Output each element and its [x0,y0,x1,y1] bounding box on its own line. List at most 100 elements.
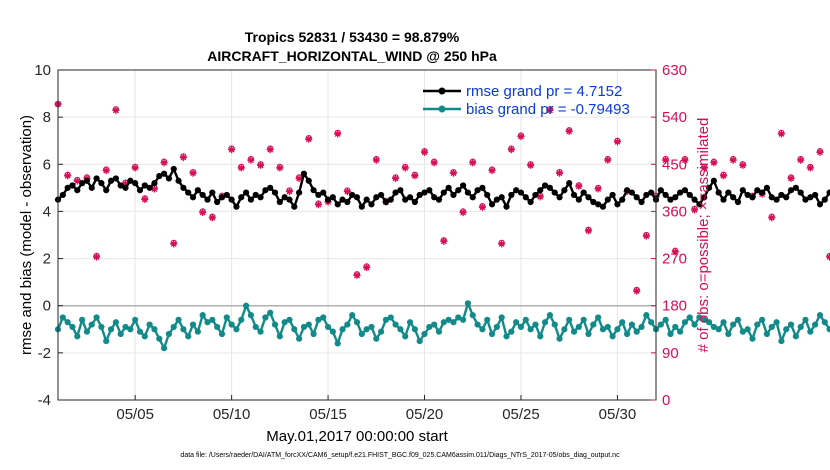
rmse-point [488,201,496,208]
obs-assimilated-marker [555,169,564,177]
bias-series [54,300,830,352]
rmse-point [754,187,761,194]
rmse-point [758,189,766,196]
bias-point [373,335,380,342]
bias-point [276,333,283,340]
rmse-point [416,191,423,199]
bias-point [672,323,679,331]
bias-point [223,314,230,321]
obs-assimilated-marker [314,201,323,209]
rmse-point [701,194,708,201]
obs-assimilated-marker [102,166,110,175]
bias-point [696,314,703,321]
bias-point [339,326,346,333]
rmse-point [276,198,283,206]
rmse-point [286,196,293,203]
bias-point [93,314,100,321]
plot-background [58,70,656,400]
y2-axis-ticks: 0 90 180 270 360 450 540 630 [651,62,687,409]
bias-point [199,312,206,319]
bias-point [411,326,418,333]
obs-assimilated-marker [305,135,313,143]
bias-point [527,326,534,333]
bias-point [807,328,814,335]
obs-assimilated-marker [420,148,429,156]
bias-point [455,314,462,321]
rmse-point [175,177,182,184]
bias-point [262,314,269,321]
bias-point [705,319,713,326]
rmse-point [546,184,554,191]
obs-assimilated-marker [690,206,699,214]
bias-point [132,316,139,323]
bias-point [349,312,356,319]
obs-assimilated-marker [363,263,371,272]
rmse-point [267,184,274,191]
bias-point [450,319,457,326]
obs-assimilated-marker [411,172,419,180]
bias-point [435,328,443,335]
obs-assimilated-marker [719,172,728,180]
legend-rmse-label: rmse grand pr = 4.7152 [466,83,622,100]
obs-assimilated-marker [594,185,602,193]
bias-point [614,326,621,333]
rmse-point [797,189,804,196]
y2-tick-label: 360 [662,203,687,220]
rmse-point [672,194,679,201]
rmse-point [826,189,830,196]
y-tick-label: 0 [43,298,51,315]
bias-point [218,330,226,338]
bias-point [812,321,819,328]
obs-assimilated-marker [179,153,187,162]
obs-assimilated-marker [353,271,361,279]
bias-point [247,312,255,319]
bias-point [228,321,235,328]
rmse-point [638,198,645,206]
bias-point [816,312,824,319]
rmse-point [421,189,428,196]
bias-point [79,316,86,323]
rmse-point [696,201,703,208]
bias-point [570,328,578,335]
rmse-point [450,191,457,199]
rmse-point [787,187,795,194]
rmse-point [522,194,529,201]
bias-point [662,316,669,323]
rmse-point [257,194,264,201]
rmse-point [455,187,462,194]
bias-point [329,328,336,335]
rmse-point [107,177,115,184]
rmse-point [459,182,467,189]
rmse-point [146,184,153,191]
obs-assimilated-marker [777,130,785,138]
bias-point [296,335,303,342]
rmse-point [291,203,298,210]
bias-point [517,323,525,331]
bias-point [233,326,240,333]
bias-point [595,314,602,321]
bias-point [821,319,828,326]
bias-point [763,330,771,338]
legend: rmse grand pr = 4.7152 bias grand pr = -… [423,83,630,118]
bias-point [503,333,510,340]
obs-assimilated-marker [334,130,342,138]
x-tick-label: 05/20 [406,406,444,423]
rmse-point [464,189,472,196]
obs-assimilated-marker [160,159,168,167]
bias-point [185,333,192,340]
bias-point [271,321,279,328]
bias-point [715,326,722,333]
bias-point [267,309,274,316]
rmse-point [556,194,563,201]
bias-point [758,316,766,323]
bias-point [146,321,153,328]
obs-assimilated-marker [459,208,467,217]
rmse-point [247,196,255,203]
x-tick-label: 05/30 [599,406,637,423]
rmse-point [242,189,250,196]
legend-bias-label: bias grand pr = -0.79493 [466,101,630,118]
bias-point [98,323,105,331]
rmse-point [773,196,780,203]
rmse-point [88,184,95,191]
bias-point [561,326,568,333]
